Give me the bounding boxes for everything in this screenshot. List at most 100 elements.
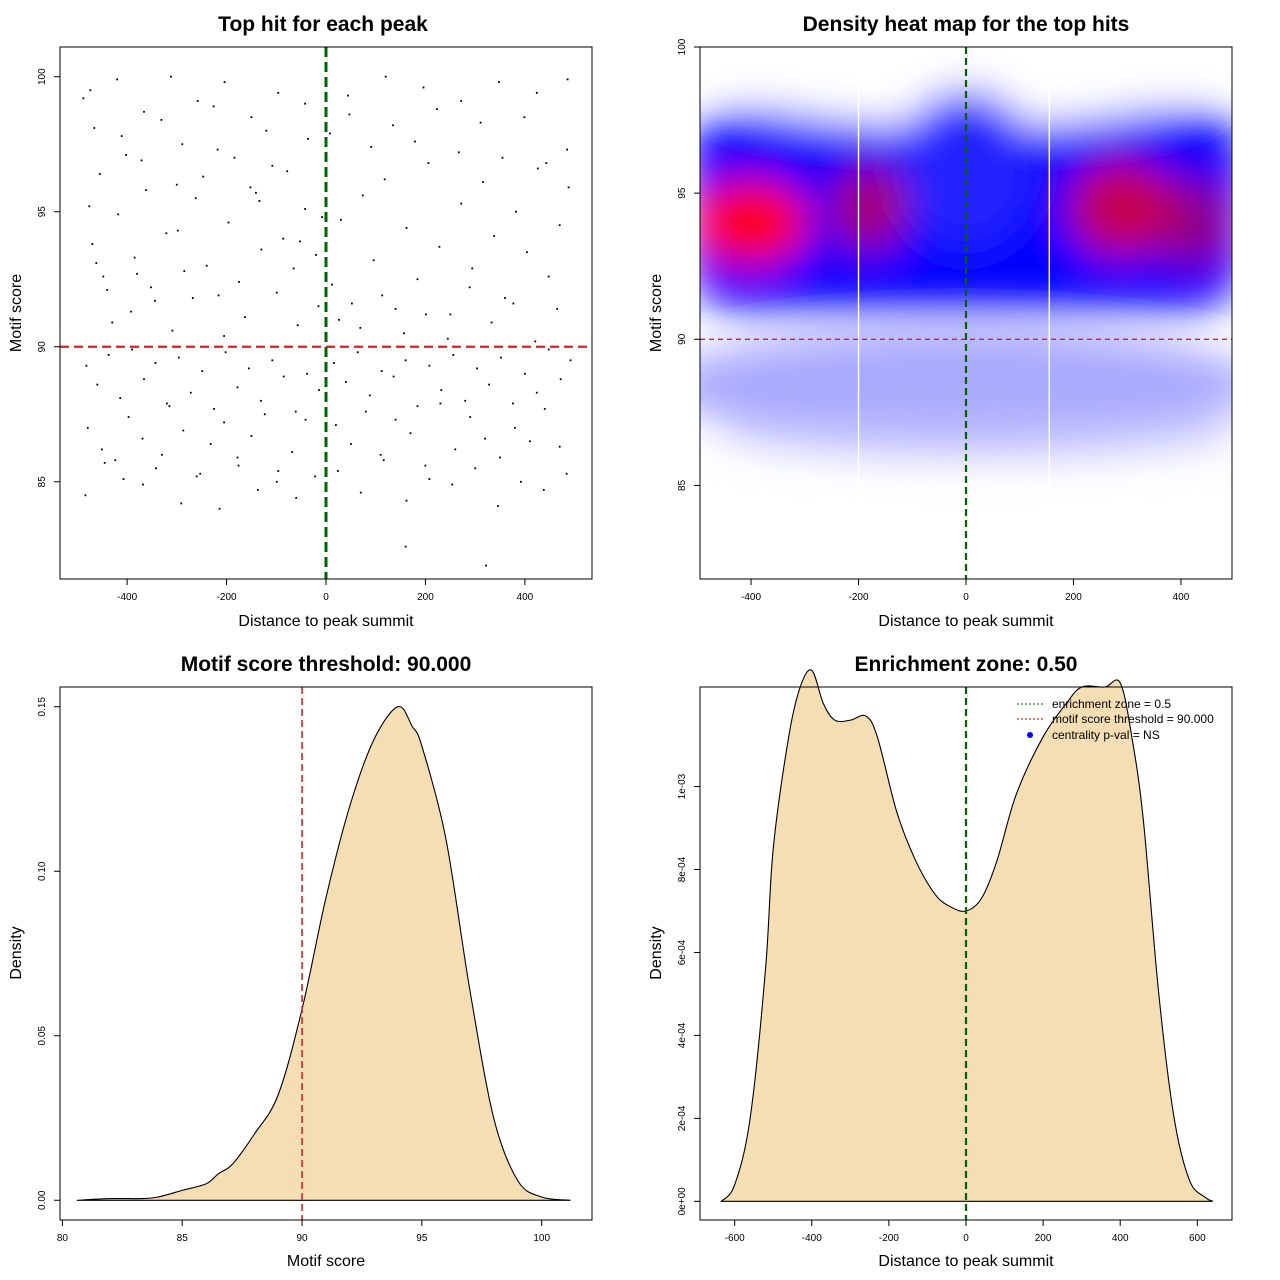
scatter-y-tick-label: 90 — [37, 341, 48, 353]
scatter-point — [404, 545, 407, 548]
scatter-point — [479, 121, 482, 124]
scatter-point — [404, 359, 407, 362]
heatmap-x-tick-label: 200 — [1065, 592, 1082, 603]
heatmap-y-tick-label: 95 — [677, 187, 688, 199]
scatter-point — [567, 186, 570, 189]
scatter-point — [304, 208, 306, 210]
scatter-point — [248, 367, 250, 370]
scatter-point — [382, 459, 385, 462]
heatmap-x-tick-label: -400 — [741, 592, 761, 603]
scatter-title: Top hit for each peak — [218, 13, 428, 36]
scatter-point — [520, 480, 522, 483]
scatter-point — [82, 97, 85, 100]
distance-density-y-tick-label: 2e-04 — [677, 1105, 688, 1131]
legend: enrichment zone = 0.5 motif score thresh… — [1017, 697, 1214, 742]
heatmap-top-gap — [720, 47, 1200, 127]
score-density-x-tick-label: 80 — [57, 1233, 69, 1244]
scatter-point — [223, 81, 226, 83]
scatter-point — [523, 116, 526, 119]
scatter-point — [236, 456, 239, 459]
score-density-y-tick-label: 0.10 — [37, 861, 48, 881]
distance-density-y-tick-label: 0e+00 — [677, 1187, 688, 1216]
heatmap-title: Density heat map for the top hits — [803, 13, 1130, 36]
scatter-point — [474, 467, 477, 470]
scatter-point — [199, 472, 202, 475]
heatmap-y-tick-label: 85 — [677, 479, 688, 491]
score-density-y-tick-label: 0.15 — [37, 697, 48, 717]
scatter-point — [547, 348, 550, 351]
scatter-point — [282, 375, 285, 378]
scatter-point — [275, 480, 278, 483]
scatter-point — [168, 405, 171, 408]
scatter-point — [468, 286, 471, 289]
scatter-y-tick-label: 95 — [37, 206, 48, 218]
scatter-point — [233, 156, 236, 159]
scatter-point — [403, 332, 405, 335]
scatter-point — [218, 507, 221, 510]
scatter-point — [125, 154, 127, 156]
distance-density-x-tick-label: -400 — [802, 1233, 822, 1244]
heatmap-x-tick-label: -200 — [849, 592, 869, 603]
scatter-point — [556, 308, 559, 310]
scatter-point — [196, 100, 199, 102]
scatter-point — [177, 356, 180, 359]
scatter-point — [100, 448, 103, 451]
scatter-point — [213, 408, 215, 410]
scatter-point — [534, 340, 537, 343]
scatter-point — [337, 470, 339, 472]
scatter-y-tick-label: 85 — [37, 476, 48, 488]
scatter-point — [416, 278, 419, 281]
scatter-point — [255, 191, 257, 194]
scatter-point — [299, 240, 301, 243]
scatter-point — [526, 251, 528, 254]
scatter-point — [476, 367, 478, 370]
scatter-point — [304, 102, 306, 105]
scatter-point — [86, 426, 89, 429]
scatter-point — [227, 221, 230, 224]
scatter-point — [194, 197, 197, 200]
scatter-point — [547, 275, 550, 278]
scatter-y-axis: 85 90 95 100 — [37, 68, 61, 488]
scatter-point — [117, 213, 120, 216]
scatter-point — [501, 156, 504, 159]
scatter-point — [107, 354, 110, 356]
scatter-point — [500, 356, 502, 359]
scatter-point — [195, 475, 198, 478]
scatter-point — [307, 137, 309, 140]
scatter-point — [565, 472, 568, 475]
scatter-point — [181, 143, 184, 146]
panel-distance-density: Enrichment zone: 0.50 -600 -400 -200 0 200 40… — [648, 653, 1233, 1270]
scatter-point — [165, 232, 168, 235]
scatter-point — [558, 224, 561, 227]
scatter-points — [82, 75, 572, 567]
scatter-point — [545, 162, 548, 164]
scatter-point — [422, 86, 425, 89]
scatter-point — [131, 348, 133, 351]
scatter-point — [347, 94, 349, 97]
panel-scatter: Top hit for each peak -400 -200 0 200 400 85… — [8, 13, 593, 630]
scatter-point — [271, 164, 274, 167]
scatter-point — [359, 491, 362, 494]
scatter-point — [321, 216, 323, 218]
scatter-point — [452, 354, 455, 356]
scatter-point — [394, 418, 397, 421]
scatter-point — [182, 429, 185, 432]
scatter-point — [409, 432, 412, 435]
scatter-point — [392, 124, 394, 127]
score-density-y-tick-label: 0.00 — [37, 1190, 48, 1210]
scatter-point — [265, 129, 268, 132]
scatter-point — [333, 362, 335, 364]
scatter-point — [154, 362, 157, 364]
legend-pval-label: centrality p-val = NS — [1052, 728, 1160, 742]
scatter-point — [535, 391, 538, 394]
scatter-point — [306, 372, 308, 375]
scatter-point — [559, 378, 562, 381]
heatmap-hotspot — [833, 165, 906, 250]
scatter-point — [89, 89, 92, 92]
scatter-point — [524, 372, 526, 375]
scatter-point — [130, 310, 132, 313]
scatter-point — [457, 151, 460, 154]
scatter-point — [120, 135, 123, 137]
heatmap-x-label: Distance to peak summit — [878, 613, 1054, 630]
scatter-point — [485, 564, 487, 567]
